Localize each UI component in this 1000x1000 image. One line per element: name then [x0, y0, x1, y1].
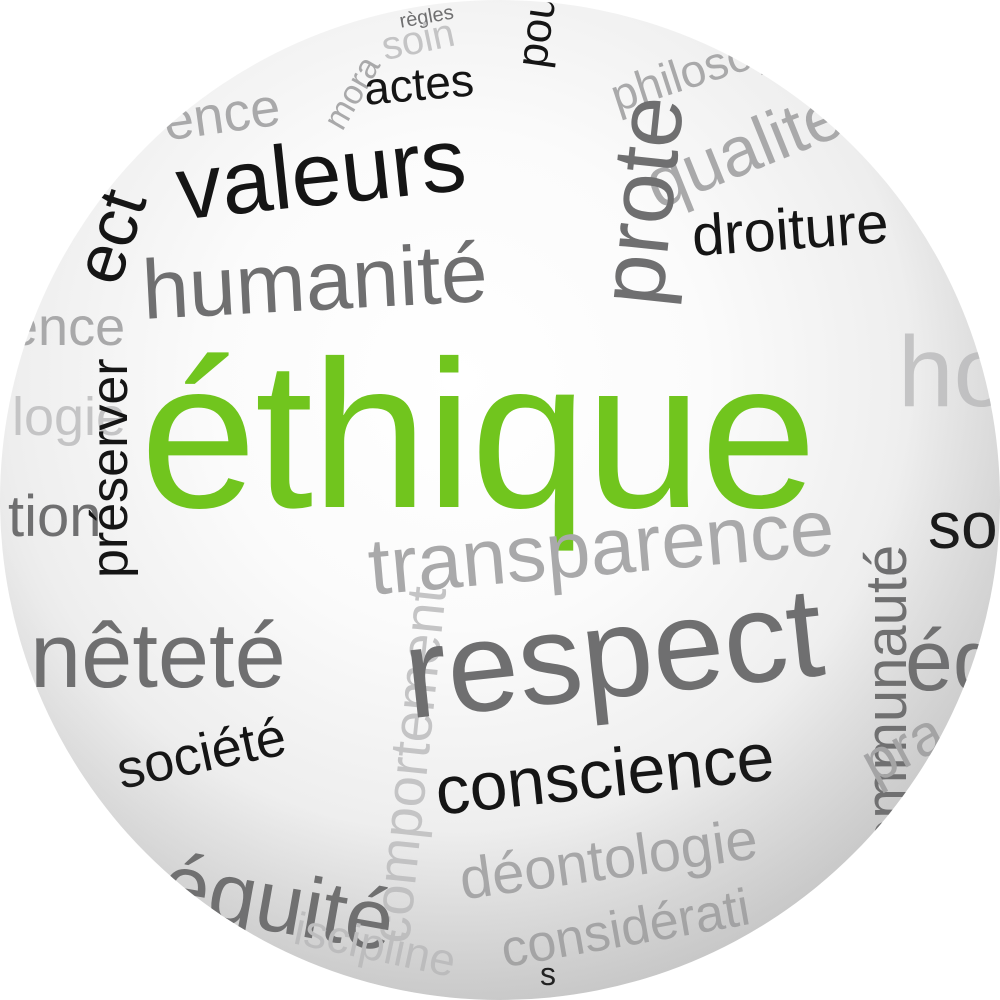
word-actes: actes: [361, 53, 476, 115]
word-equite-right: équ: [905, 613, 1000, 709]
word-honnetete-right: ho: [898, 316, 1000, 428]
word-honnetete: nêteté: [30, 605, 286, 707]
word-protection: prote: [580, 90, 704, 311]
word-pour: pou: [507, 0, 566, 71]
word-tion: tion: [8, 484, 102, 549]
word-sur: s: [540, 956, 556, 992]
word-preserver: préserver: [81, 358, 139, 578]
word-societe: société: [111, 706, 292, 801]
word-ethique: éthique: [140, 317, 817, 552]
word-droiture: droiture: [689, 190, 891, 269]
word-ence-left: ence: [8, 297, 126, 357]
word-societe-right: soci: [928, 488, 1000, 562]
word-logie: logie: [12, 387, 127, 447]
